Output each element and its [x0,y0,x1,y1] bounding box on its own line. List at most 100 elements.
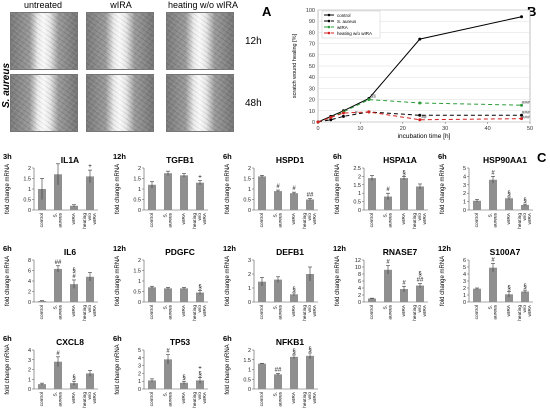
y-tick-label: 80 [309,30,315,36]
gene-title: S100A7 [490,247,521,257]
significance-mark: § [308,347,311,353]
y-tick-label: 0.5 [243,377,251,383]
bar [306,274,314,302]
significance-mark: § [292,349,295,355]
bar [38,384,46,389]
bar [400,289,408,302]
y-tick-label: 6 [358,279,361,285]
category-label-line: heating [517,305,523,321]
y-tick-label: 3 [463,279,466,285]
significance-mark: # [72,274,76,280]
bar [164,359,172,389]
scratch-photo-heating-48h [166,74,234,132]
significance-mark: # [56,351,60,357]
legend-marker [327,31,331,35]
significance-mark: § [507,191,510,197]
time-label: 6h [223,334,232,343]
category-label-line: control [149,305,155,319]
significance-mark: + [198,175,202,181]
category-label-line: wIRA [422,304,428,316]
gene-title: PDGFC [165,247,195,257]
significance-mark: § [198,371,201,377]
x-tick-label: 20 [400,126,406,132]
significance-mark: # [166,349,170,355]
bar [54,268,62,302]
x-tick-label: 50 [527,126,533,132]
gene-title: IL1A [61,155,79,165]
significance-mark: + [88,164,92,170]
bar [384,269,392,302]
category-label: S. aureus [163,212,174,227]
y-tick-label: 0.5 [243,198,251,204]
y-tick-label: 2.5 [353,166,361,172]
category-label-line: wIRA [401,212,407,224]
y-tick-label: 2 [138,166,141,172]
significance-mark: § [182,375,185,381]
category-label-line: aureus [278,304,284,319]
category-label-line: control [259,213,265,227]
photo-side-label: S. aureus [1,62,12,108]
bar [521,291,529,302]
y-tick-label: 1 [248,286,251,292]
category-label-line: w/o [307,392,313,400]
category-label: S. aureus [273,212,284,227]
bar-chart-tgfb1: 12h TGFB1 fold change mRNA 0 0.5 1 1.5 2 control… [113,152,208,229]
y-axis-label: fold change mRNA [335,164,341,214]
y-tick-label: 2 [358,174,361,180]
legend-label: S. aureus [337,19,357,24]
x-axis-label: incubation time [h] [398,133,451,140]
category-label-line: wIRA [291,212,297,224]
gene-title: HSPD1 [276,155,305,165]
photo-col-header-untreated: untreated [23,0,63,10]
scratch-photo-wira-48h [86,74,154,132]
category-label-line: aureus [58,304,64,319]
y-tick-label: 3 [248,258,251,264]
bar [306,199,314,210]
y-tick-label: 0 [463,208,466,214]
bar [196,182,204,210]
y-tick-label: 20 [309,98,315,104]
category-label-line: heating [82,213,88,229]
series-point [418,101,422,105]
y-axis-label: fold change mRNA [115,164,121,214]
category-label: heating w/o wIRA [192,212,208,229]
category-label-line: S. [273,305,279,310]
category-label-line: control [149,392,155,406]
y-axis-label: fold change mRNA [225,256,231,306]
time-label: 12h [113,244,126,253]
category-label-line: control [149,213,155,227]
legend-label: wIRA [337,25,348,30]
bar [164,288,172,302]
bar [521,204,529,210]
category-label: wIRA [181,391,187,403]
category-label-line: S. [273,392,279,397]
bar [368,298,376,302]
y-tick-label: 6 [28,269,31,275]
bar [258,363,266,389]
category-label: wIRA [181,212,187,224]
y-tick-label: 2 [28,166,31,172]
category-label-line: heating [302,305,308,321]
bar [196,292,204,302]
significance-mark: § [507,286,510,292]
y-tick-label: 3 [463,183,466,189]
y-tick-label: 3 [28,358,31,364]
y-axis-label: fold change mRNA [5,256,11,306]
category-label: heating w/o wIRA [82,391,98,408]
category-label: heating w/o wIRA [82,212,98,229]
y-tick-label: 1.5 [133,177,141,183]
series-point [520,117,524,121]
bar [54,174,62,210]
bar [258,281,266,302]
panel-letter-b: B [527,4,537,19]
category-label: heating w/o wIRA [412,212,428,229]
category-label-line: aureus [388,304,394,319]
y-axis-label: fold change mRNA [5,344,11,394]
category-label-line: w/o [87,392,93,400]
category-label-line: wIRA [181,212,187,224]
category-label: heating w/o wIRA [192,304,208,321]
healing-line-chart: 0 10 20 30 40 50 60 70 80 90 100 0 10 20 30 40 50 incubat… [292,8,533,140]
significance-mark: # [292,186,296,192]
bar [416,186,424,210]
